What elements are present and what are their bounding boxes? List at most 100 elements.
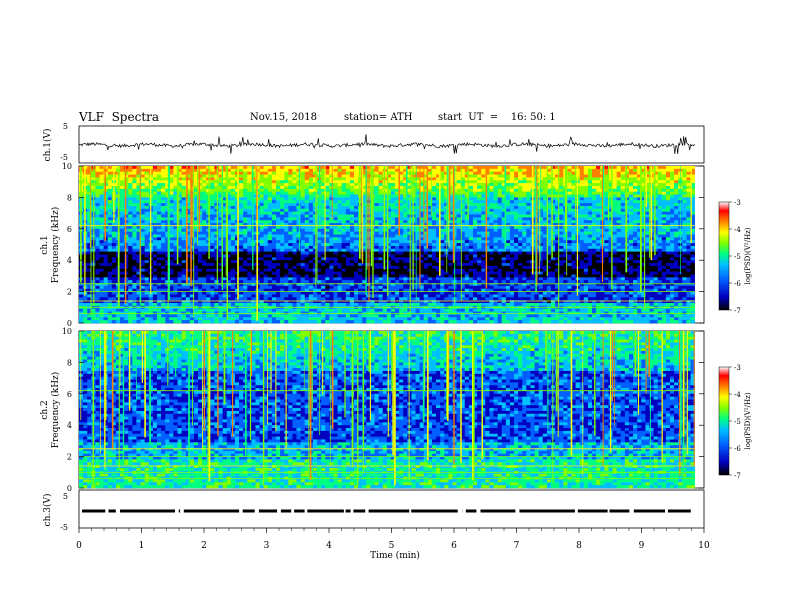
spectrogram-cell: [617, 177, 621, 180]
spectrogram-cell: [391, 206, 395, 209]
spectrogram-cell: [329, 175, 333, 178]
spectrogram-cell: [325, 203, 329, 206]
spectrogram-cell: [481, 195, 485, 198]
spectrogram-cell: [658, 209, 662, 212]
spectrogram-cell: [145, 260, 149, 263]
spectrogram-cell: [424, 257, 428, 260]
spectrogram-cell: [666, 197, 670, 200]
spectrogram-cell: [584, 209, 588, 212]
spectrogram-cell: [494, 249, 498, 252]
spectrogram-cell: [494, 209, 498, 212]
spectrogram-cell: [522, 183, 526, 186]
spectrogram-cell: [243, 172, 247, 175]
spectrogram-cell: [510, 229, 514, 232]
spectrogram-cell: [268, 220, 272, 223]
spectrogram-cell: [432, 175, 436, 178]
spectrogram-cell: [674, 180, 678, 183]
spectrogram-cell: [379, 226, 383, 229]
spectrogram-cell: [272, 235, 276, 238]
spectrogram-cell: [379, 249, 383, 252]
spectrogram-cell: [338, 195, 342, 198]
spectrogram-cell: [584, 246, 588, 249]
spectrogram-cell: [596, 175, 600, 178]
spectrogram-cell: [198, 252, 202, 255]
spectrogram-cell: [202, 220, 206, 223]
spectrogram-cell: [469, 169, 473, 172]
spectrogram-cell: [276, 237, 280, 240]
spectrogram-cell: [292, 189, 296, 192]
spectrogram-cell: [264, 183, 268, 186]
spectrogram-cell: [584, 203, 588, 206]
spectrogram-cell: [333, 183, 337, 186]
spectrogram-cell: [309, 172, 313, 175]
spectrogram-cell: [202, 206, 206, 209]
spectrogram-cell: [292, 166, 296, 169]
spectrogram-cell: [128, 183, 132, 186]
spectrogram-cell: [354, 203, 358, 206]
spectrogram-cell: [276, 189, 280, 192]
spectrogram-cell: [489, 212, 493, 215]
spectrogram-cell: [231, 240, 235, 243]
spectrogram-cell: [379, 254, 383, 257]
spectrogram-cell: [457, 200, 461, 203]
spectrogram-cell: [498, 243, 502, 246]
spectrogram-cell: [350, 235, 354, 238]
spectrogram-cell: [268, 206, 272, 209]
spectrogram-cell: [621, 237, 625, 240]
spectrogram-cell: [112, 252, 116, 255]
spectrogram-cell: [145, 189, 149, 192]
spectrogram-cell: [264, 166, 268, 169]
spectrogram-cell: [514, 226, 518, 229]
spectrogram-cell: [428, 235, 432, 238]
spectrogram-cell: [309, 229, 313, 232]
spectrogram-cell: [284, 177, 288, 180]
spectrogram-cell: [666, 220, 670, 223]
spectrogram-cell: [440, 180, 444, 183]
spectrogram-cell: [95, 192, 99, 195]
spectrogram-cell: [498, 169, 502, 172]
spectrogram-cell: [342, 252, 346, 255]
spectrogram-cell: [448, 252, 452, 255]
spectrogram-cell: [301, 215, 305, 218]
spectrogram-cell: [375, 169, 379, 172]
spectrogram-cell: [596, 192, 600, 195]
spectrogram-cell: [682, 197, 686, 200]
spectrogram-cell: [210, 177, 214, 180]
spectrogram-cell: [284, 243, 288, 246]
spectrogram-cell: [350, 220, 354, 223]
spectrogram-cell: [489, 252, 493, 255]
spectrogram-cell: [494, 203, 498, 206]
spectrogram-cell: [268, 175, 272, 178]
spectrogram-cell: [202, 186, 206, 189]
spectrogram-cell: [161, 209, 165, 212]
spectrogram-cell: [473, 240, 477, 243]
spectrogram-cell: [510, 195, 514, 198]
spectrogram-cell: [494, 175, 498, 178]
spectrogram-cell: [629, 229, 633, 232]
spectrogram-cell: [354, 254, 358, 257]
spectrogram-cell: [391, 217, 395, 220]
spectrogram-cell: [297, 183, 301, 186]
spectrogram-cell: [658, 254, 662, 257]
spectrogram-cell: [629, 203, 633, 206]
spectrogram-cell: [395, 243, 399, 246]
spectrogram-cell: [510, 166, 514, 169]
spectrogram-cell: [112, 229, 116, 232]
spectrogram-cell: [469, 209, 473, 212]
spectrogram-cell: [268, 246, 272, 249]
spectrogram-cell: [194, 254, 198, 257]
spectrogram-cell: [559, 183, 563, 186]
spectrogram-cell: [658, 166, 662, 169]
spectrogram-cell: [153, 246, 157, 249]
spectrogram-cell: [276, 212, 280, 215]
spectrogram-cell: [338, 254, 342, 257]
spectrogram-cell: [325, 220, 329, 223]
spectrogram-cell: [112, 257, 116, 260]
spectrogram-cell: [141, 169, 145, 172]
spectrogram-cell: [498, 195, 502, 198]
spectrogram-cell: [268, 215, 272, 218]
spectrogram-cell: [658, 240, 662, 243]
spectrogram-cell: [325, 243, 329, 246]
spectrogram-cell: [288, 257, 292, 260]
spectrogram-cell: [309, 226, 313, 229]
